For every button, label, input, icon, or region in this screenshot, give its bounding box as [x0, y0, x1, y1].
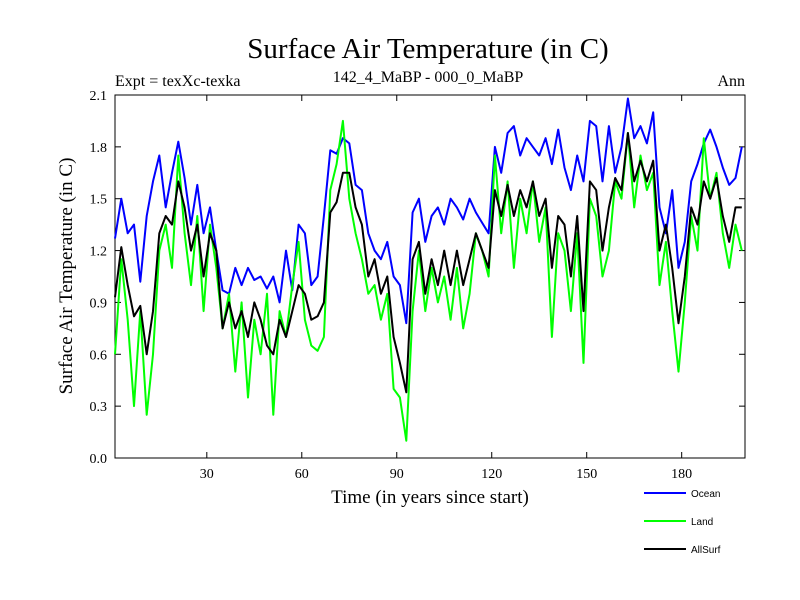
x-axis-label: Time (in years since start)	[331, 487, 529, 508]
plot-frame	[114, 94, 746, 459]
chart-title: Surface Air Temperature (in C)	[247, 33, 608, 65]
y-tick-label: 2.1	[90, 89, 108, 104]
y-tick-label: 0.0	[90, 452, 108, 467]
left-subtitle: Expt = texXc-texka	[115, 73, 240, 90]
y-axis-label: Surface Air Temperature (in C)	[56, 158, 77, 395]
right-subtitle: Ann	[717, 73, 745, 90]
legend-label-allsurf: AllSurf	[691, 545, 721, 556]
y-tick-label: 0.9	[90, 296, 108, 311]
legend-label-ocean: Ocean	[691, 489, 720, 500]
x-tick-label: 60	[295, 467, 309, 482]
x-tick-label: 30	[200, 467, 214, 482]
legend: Ocean Land AllSurf	[644, 489, 721, 556]
axis-ticks: 0.0 0.3 0.6 0.9 1.2 1.5 1.8 2.1 30 60 90 120 150 180	[90, 89, 745, 482]
y-tick-label: 0.3	[90, 400, 108, 415]
x-tick-label: 180	[671, 467, 692, 482]
y-tick-label: 1.5	[90, 193, 108, 208]
x-tick-label: 150	[576, 467, 597, 482]
center-subtitle: 142_4_MaBP - 000_0_MaBP	[333, 69, 524, 86]
y-tick-label: 1.2	[90, 245, 108, 260]
legend-label-land: Land	[691, 517, 713, 528]
y-tick-label: 0.6	[90, 348, 108, 363]
x-tick-label: 120	[481, 467, 502, 482]
x-tick-label: 90	[390, 467, 404, 482]
series-line-allsurf	[114, 132, 742, 394]
series-lines	[114, 97, 743, 442]
series-line-ocean	[114, 97, 743, 325]
y-tick-label: 1.8	[90, 141, 108, 156]
